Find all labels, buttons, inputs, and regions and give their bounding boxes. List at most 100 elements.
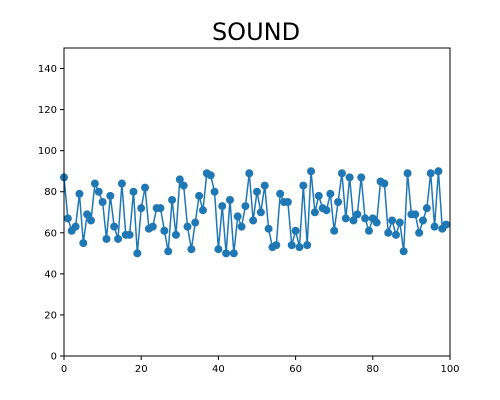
y-tick-label: 0 [51,352,57,363]
data-point [98,198,107,206]
data-point [418,216,427,225]
x-axis: 0 20 40 60 80 100 [61,356,460,375]
x-tick-label: 80 [366,364,379,375]
data-point [307,167,316,176]
data-point [79,239,88,248]
data-point [222,249,231,258]
data-point [233,212,242,221]
data-point [245,169,254,178]
data-point [129,187,138,196]
data-point [380,179,389,188]
data-point [133,249,142,258]
data-point [102,234,111,243]
y-tick-label: 80 [44,187,57,198]
data-point [198,206,207,215]
data-point [303,241,312,250]
data-point [260,181,269,190]
axes-frame [63,47,451,357]
x-tick-label: 60 [289,364,302,375]
data-point [195,191,204,200]
data-point [384,228,393,237]
data-point [341,214,350,223]
y-axis: 0 20 40 60 80 100 120 140 [38,64,64,363]
data-point [179,181,188,190]
data-point [83,210,92,219]
data-point [299,181,308,190]
data-point [110,222,119,231]
data-point [241,202,250,211]
data-point [137,204,146,213]
data-point [287,241,296,250]
data-point [322,206,331,215]
data-point [253,187,261,196]
data-point [345,173,354,182]
data-point [125,230,134,239]
data-point [399,247,408,256]
data-point [295,243,304,252]
data-point [63,214,72,223]
x-tick-label: 20 [135,364,148,375]
data-point [372,218,381,227]
data-point [330,226,339,235]
data-point [426,169,435,178]
data-point [160,226,169,235]
data-point [94,187,103,196]
data-point [164,247,173,256]
data-point [411,210,420,219]
data-point [264,224,273,233]
data-point [218,202,227,211]
data-point [249,216,258,225]
y-tick-label: 140 [38,64,57,75]
data-point [415,228,424,237]
data-point [391,230,400,239]
data-point [225,195,234,204]
data-point [326,189,335,198]
x-tick-label: 100 [440,364,459,375]
data-point [434,167,443,176]
y-tick-label: 100 [38,146,57,157]
data-point [237,222,246,231]
data-point [364,226,373,235]
x-tick-label: 40 [212,364,225,375]
data-point [171,230,180,239]
y-tick-label: 60 [44,228,57,239]
data-point [141,183,150,192]
plot-area [60,167,451,258]
y-tick-label: 120 [38,105,57,116]
data-point [314,191,323,200]
data-point [422,204,431,213]
data-point [430,222,439,231]
y-tick-label: 20 [44,310,57,321]
data-point [214,245,223,254]
data-point [183,222,192,231]
data-point [403,169,412,178]
data-point [87,216,96,225]
data-point [395,218,404,227]
data-point [187,245,196,254]
data-point [71,222,80,231]
data-point [175,175,184,184]
data-point [114,234,123,243]
data-point [291,226,300,235]
data-point [361,214,370,223]
data-point [191,218,200,227]
data-point [276,189,285,198]
data-point [310,208,319,217]
data-point [337,169,346,178]
data-point [388,216,397,225]
data-point [229,249,238,258]
data-point [156,204,165,213]
chart-title: SOUND [212,18,300,46]
data-point [272,241,281,250]
x-tick-label: 0 [61,364,67,375]
data-point [353,210,362,219]
data-point [283,198,292,206]
data-point [106,191,115,200]
data-point [357,173,366,182]
y-tick-label: 40 [44,269,57,280]
data-point [148,222,157,231]
data-point [349,216,358,225]
data-point [210,187,219,196]
data-point [168,195,177,204]
